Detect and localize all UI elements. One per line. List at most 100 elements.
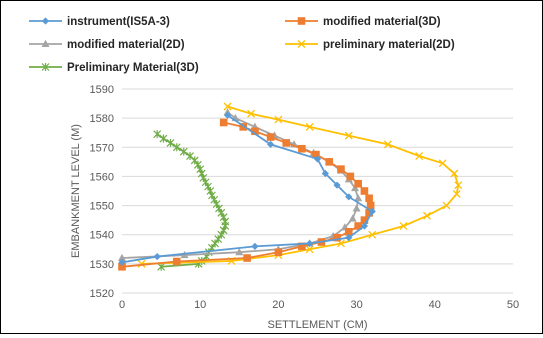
data-point (153, 130, 162, 139)
data-point (345, 234, 353, 242)
data-point (423, 211, 431, 220)
data-point (118, 253, 126, 262)
x-tick-label: 30 (350, 299, 362, 311)
data-point (298, 242, 306, 251)
legend-marker (41, 63, 50, 71)
data-point (415, 152, 424, 160)
data-point (172, 143, 181, 152)
data-point (118, 258, 126, 266)
data-point (274, 248, 283, 256)
data-point (223, 102, 232, 111)
legend-item: preliminary material(2D) (285, 39, 455, 51)
legend-item: instrument(IS5A-3) (29, 16, 170, 28)
x-tick-label: 10 (194, 299, 206, 311)
data-point (235, 248, 244, 256)
data-point (211, 239, 219, 248)
series-4 (153, 130, 230, 271)
y-tick-label: 1530 (90, 259, 114, 271)
legend-label: preliminary material(2D) (323, 39, 455, 51)
data-point (354, 222, 362, 230)
data-point (366, 201, 375, 210)
data-point (365, 209, 373, 217)
data-point (442, 201, 451, 210)
data-point (305, 245, 314, 254)
data-point (166, 138, 175, 147)
series-line (121, 111, 360, 259)
data-point (333, 233, 341, 242)
series-0 (118, 111, 376, 266)
data-point (368, 207, 376, 215)
y-tick-label: 1580 (90, 113, 114, 125)
data-point (179, 147, 188, 156)
data-point (354, 194, 363, 202)
data-point (312, 150, 320, 159)
data-point (266, 140, 275, 148)
data-point (251, 127, 259, 136)
y-tick-label: 1520 (90, 288, 114, 300)
data-point (219, 118, 228, 127)
ticks: 1520 1530 1540 1550 1560 1570 1580 1590 0 10 20 30 4… (90, 84, 520, 311)
y-tick-label: 1590 (90, 84, 114, 96)
x-tick-label: 40 (429, 299, 441, 311)
legend-label: modified material(2D) (67, 39, 185, 51)
data-point (365, 194, 373, 203)
data-point (159, 134, 168, 143)
y-axis-title: EMBANKMENT LEVEL (M) (70, 124, 82, 258)
data-point (450, 169, 459, 178)
data-point (454, 181, 463, 190)
data-point (172, 257, 181, 266)
data-point (352, 204, 361, 212)
data-point (223, 111, 232, 119)
data-point (438, 159, 447, 168)
data-point (348, 214, 357, 222)
series-1 (118, 118, 375, 271)
y-tick-label: 1560 (90, 171, 114, 183)
data-point (266, 133, 275, 141)
data-point (344, 131, 353, 140)
data-point (368, 230, 377, 239)
legend-label: Preliminary Material(3D) (67, 62, 199, 74)
x-tick-label: 50 (507, 299, 519, 311)
legend-marker (41, 17, 50, 25)
series-3 (137, 102, 463, 268)
data-point (452, 189, 461, 198)
data-point (321, 169, 329, 178)
data-point (333, 181, 341, 189)
series-line (141, 105, 460, 265)
data-point (346, 172, 355, 181)
legend-marker (297, 17, 306, 25)
legend: instrument(IS5A-3) modified material(3D) m… (29, 16, 455, 74)
data-point (360, 187, 369, 195)
chart: 1520 1530 1540 1550 1560 1570 1580 1590 0 10 20 30 4… (29, 16, 520, 331)
data-point (137, 259, 146, 268)
data-point (274, 115, 283, 124)
data-point (354, 179, 362, 188)
legend-marker (41, 39, 50, 47)
data-point (193, 160, 202, 169)
data-point (243, 254, 251, 262)
data-point (282, 139, 291, 147)
data-point (383, 140, 392, 149)
x-axis-title: SETTLEMENT (CM) (267, 319, 367, 331)
data-point (247, 109, 255, 118)
legend-label: instrument(IS5A-3) (67, 16, 170, 28)
data-point (153, 252, 161, 261)
y-tick-label: 1550 (90, 201, 114, 213)
data-point (325, 158, 334, 166)
legend-item: Preliminary Material(3D) (29, 62, 199, 74)
data-point (345, 193, 353, 201)
data-point (186, 152, 194, 161)
legend-item: modified material(3D) (285, 16, 441, 28)
legend-label: modified material(3D) (323, 16, 441, 28)
data-point (360, 216, 369, 224)
data-point (344, 228, 353, 236)
data-point (360, 222, 369, 230)
data-point (251, 242, 259, 250)
data-point (298, 144, 306, 153)
data-point (337, 165, 345, 173)
data-point (313, 155, 322, 163)
legend-item: modified material(2D) (29, 39, 185, 51)
data-point (118, 262, 126, 271)
series-layer (118, 102, 463, 271)
